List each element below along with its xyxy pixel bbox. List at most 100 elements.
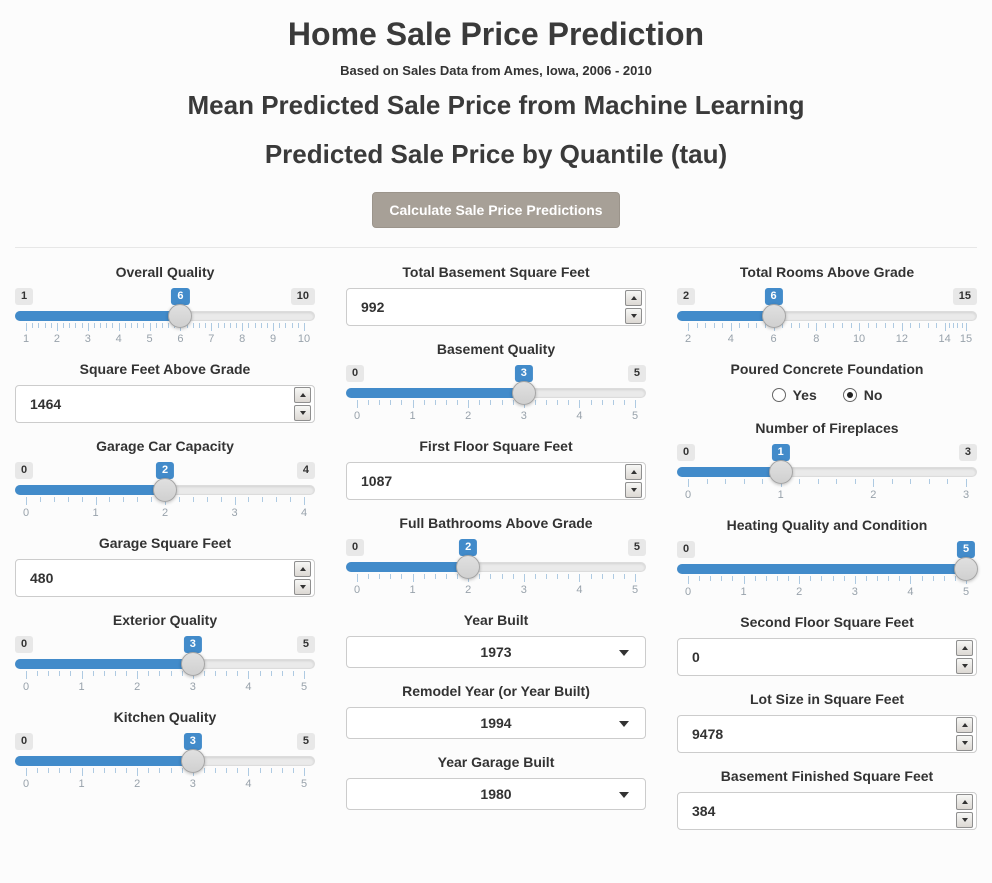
- year-garage-built-select[interactable]: 1980: [346, 778, 646, 810]
- spin-up-button[interactable]: [625, 464, 642, 480]
- spin-down-button[interactable]: [956, 735, 973, 751]
- tick-minor: [290, 497, 292, 502]
- tick-minor: [457, 400, 459, 405]
- tick-minor: [93, 323, 95, 328]
- page-header: Home Sale Price Prediction Based on Sale…: [0, 0, 992, 228]
- tick-minor: [226, 671, 228, 676]
- spin-down-button[interactable]: [625, 482, 642, 498]
- radio-circle-icon[interactable]: [842, 388, 857, 402]
- tick-label: 5: [300, 681, 308, 693]
- spin-up-button[interactable]: [294, 387, 311, 403]
- slider-handle[interactable]: [153, 478, 177, 502]
- slider-handle[interactable]: [180, 652, 205, 676]
- tick-label: 7: [208, 333, 215, 345]
- second-floor-sqft-input[interactable]: [678, 639, 976, 675]
- tick-minor: [266, 323, 268, 328]
- tick-minor: [947, 479, 949, 484]
- spin-down-button[interactable]: [625, 308, 642, 324]
- spin-up-button[interactable]: [625, 290, 642, 306]
- tick-minor: [192, 497, 194, 502]
- tick-major: [95, 497, 97, 505]
- sqft-above-grade-label: Square Feet Above Grade: [79, 361, 251, 377]
- tick-minor: [379, 574, 381, 579]
- slider-handle[interactable]: [180, 749, 205, 773]
- number-of-fireplaces-slider[interactable]: 0 3 1 0 1 2 3: [677, 444, 977, 502]
- arrow-up-icon: [630, 470, 637, 474]
- spin-up-button[interactable]: [956, 717, 973, 733]
- tick-minor: [270, 671, 272, 676]
- spin-up-button[interactable]: [956, 794, 973, 810]
- slider-handle[interactable]: [768, 460, 793, 484]
- poured-concrete-foundation-radio-yes[interactable]: Yes: [771, 387, 817, 403]
- year-garage-built-selected-value: 1980: [480, 786, 512, 802]
- slider-grid: 0 1 2 3 4 5: [15, 768, 315, 791]
- number-spinner: [294, 387, 312, 421]
- tick-minor: [38, 323, 40, 328]
- year-built-label: Year Built: [463, 612, 529, 628]
- tick-label: 4: [727, 333, 734, 345]
- radio-circle-icon[interactable]: [771, 388, 786, 402]
- tick-major: [81, 768, 83, 776]
- tick-major: [357, 400, 358, 408]
- tick-minor: [170, 768, 172, 773]
- sqft-above-grade-input[interactable]: [16, 386, 314, 422]
- calculate-predictions-button[interactable]: Calculate Sale Price Predictions: [372, 192, 620, 228]
- exterior-quality-slider[interactable]: 0 5 3 0 1 2 3 4 5: [15, 636, 315, 694]
- spin-down-button[interactable]: [956, 812, 973, 828]
- tick-major: [56, 323, 58, 331]
- slider-handle[interactable]: [456, 555, 481, 579]
- tick-minor: [137, 497, 139, 502]
- tick-minor: [103, 768, 105, 773]
- heating-quality-and-condition-slider[interactable]: 0 5 0 1 2 3 4 5: [677, 541, 978, 599]
- tick-minor: [161, 323, 163, 328]
- tick-minor: [836, 479, 838, 484]
- first-floor-sqft-input[interactable]: [347, 463, 645, 499]
- slider-handle[interactable]: [761, 304, 786, 328]
- tick-major: [26, 323, 27, 331]
- tick-minor: [568, 400, 570, 405]
- spin-down-button[interactable]: [956, 658, 973, 674]
- kitchen-quality-slider[interactable]: 0 5 3 0 1 2 3 4 5: [15, 733, 315, 791]
- tick-label: 9: [270, 333, 277, 345]
- garage-sqft-input[interactable]: [16, 560, 314, 596]
- spin-up-button[interactable]: [294, 561, 311, 577]
- tick-label: 2: [53, 333, 60, 345]
- tick-minor: [123, 497, 125, 502]
- tick-major: [26, 768, 27, 776]
- slider-handle[interactable]: [168, 304, 193, 328]
- slider-fill: [346, 388, 524, 398]
- slider-min-badge: 1: [15, 288, 34, 305]
- year-built-select[interactable]: 1973: [346, 636, 646, 668]
- full-bathrooms-above-grade-slider[interactable]: 0 5 2 0 1 2 3 4 5: [346, 539, 646, 597]
- lot-size-sqft-label: Lot Size in Square Feet: [749, 691, 905, 707]
- tick-minor: [623, 400, 625, 405]
- year-built-selected-value: 1973: [480, 644, 512, 660]
- tick-minor: [203, 671, 205, 676]
- slider-max-badge: 5: [627, 539, 646, 556]
- remodel-year-select[interactable]: 1994: [346, 707, 646, 739]
- slider-handle[interactable]: [954, 557, 978, 581]
- spin-down-button[interactable]: [294, 579, 311, 595]
- spin-down-button[interactable]: [294, 405, 311, 421]
- basement-finished-sqft-input[interactable]: [678, 793, 976, 829]
- garage-car-capacity-slider[interactable]: 0 4 2 0 1 2 3 4: [15, 462, 315, 520]
- basement-quality-slider[interactable]: 0 5 3 0 1 2 3 4 5: [346, 365, 646, 423]
- number-spinner: [956, 794, 974, 828]
- overall-quality-slider[interactable]: 1 10 6 1 2 3 4 5 6 7 8 9 10: [15, 288, 315, 346]
- total-basement-sqft-input[interactable]: [347, 289, 645, 325]
- poured-concrete-foundation-radio-no[interactable]: No: [842, 387, 882, 403]
- number-spinner: [625, 290, 643, 324]
- tick-minor: [48, 671, 50, 676]
- arrow-down-icon: [299, 411, 306, 415]
- total-rooms-above-grade-slider[interactable]: 2 15 6 2 4 6 8 10 12 14 15: [677, 288, 977, 346]
- tick-major: [118, 323, 120, 331]
- tick-minor: [50, 323, 52, 328]
- spin-up-button[interactable]: [956, 640, 973, 656]
- tick-minor: [44, 323, 46, 328]
- tick-label: 0: [684, 586, 692, 598]
- slider-handle[interactable]: [511, 381, 536, 405]
- tick-minor: [706, 479, 708, 484]
- slider-value-badge: 3: [183, 733, 202, 750]
- lot-size-sqft-input[interactable]: [678, 716, 976, 752]
- tick-minor: [764, 323, 766, 328]
